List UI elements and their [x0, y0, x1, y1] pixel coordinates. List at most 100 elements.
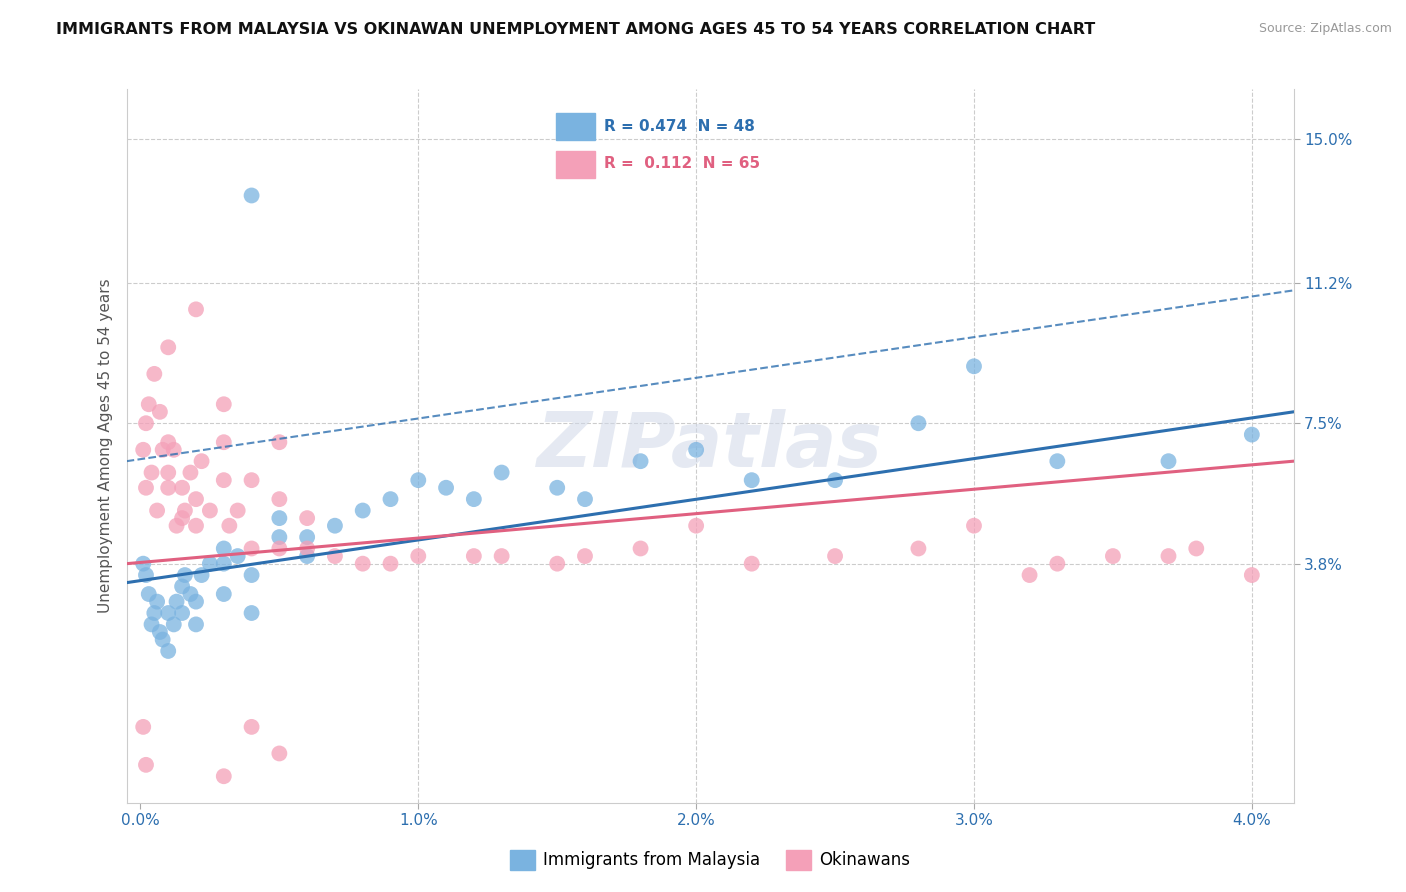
Point — [352, 557, 374, 571]
Point — [152, 442, 174, 457]
Point — [574, 492, 596, 507]
Point — [132, 557, 155, 571]
Point — [179, 466, 201, 480]
Point — [269, 541, 291, 556]
Point — [212, 587, 235, 601]
Point — [143, 606, 166, 620]
Point — [184, 492, 207, 507]
Point — [212, 557, 235, 571]
Point — [491, 466, 513, 480]
Point — [295, 549, 318, 563]
Point — [146, 594, 169, 608]
Point — [226, 549, 249, 563]
Point — [138, 397, 160, 411]
Point — [1157, 549, 1180, 563]
Point — [138, 587, 160, 601]
Point — [135, 416, 157, 430]
Point — [1240, 427, 1263, 442]
Point — [198, 557, 221, 571]
Point — [963, 518, 986, 533]
Point — [824, 473, 846, 487]
Point — [163, 617, 186, 632]
Point — [166, 594, 188, 608]
Point — [212, 397, 235, 411]
Point — [212, 473, 235, 487]
Point — [380, 557, 402, 571]
Text: Source: ZipAtlas.com: Source: ZipAtlas.com — [1258, 22, 1392, 36]
Point — [132, 442, 155, 457]
Point — [132, 720, 155, 734]
Point — [141, 466, 163, 480]
Point — [323, 549, 346, 563]
Point — [463, 492, 485, 507]
Point — [907, 541, 929, 556]
Point — [157, 644, 180, 658]
Point — [240, 473, 263, 487]
Point — [135, 481, 157, 495]
Point — [269, 530, 291, 544]
Point — [157, 481, 180, 495]
Point — [546, 557, 568, 571]
Point — [824, 549, 846, 563]
Point — [184, 518, 207, 533]
Point — [240, 541, 263, 556]
Point — [179, 587, 201, 601]
Point — [269, 747, 291, 761]
Point — [157, 606, 180, 620]
Point — [574, 549, 596, 563]
Point — [146, 503, 169, 517]
Point — [1046, 454, 1069, 468]
Point — [269, 492, 291, 507]
Point — [135, 757, 157, 772]
Point — [190, 454, 212, 468]
Point — [212, 541, 235, 556]
Point — [741, 473, 763, 487]
Legend: Immigrants from Malaysia, Okinawans: Immigrants from Malaysia, Okinawans — [503, 843, 917, 877]
Point — [630, 541, 652, 556]
Point — [546, 481, 568, 495]
Point — [240, 720, 263, 734]
Point — [1046, 557, 1069, 571]
Point — [295, 541, 318, 556]
Point — [434, 481, 457, 495]
Point — [380, 492, 402, 507]
Point — [269, 511, 291, 525]
Text: ZIPatlas: ZIPatlas — [537, 409, 883, 483]
Point — [198, 503, 221, 517]
Point — [172, 511, 194, 525]
Point — [408, 549, 430, 563]
Point — [152, 632, 174, 647]
Point — [352, 503, 374, 517]
Point — [141, 617, 163, 632]
Point — [157, 340, 180, 354]
Point — [240, 188, 263, 202]
Point — [143, 367, 166, 381]
Text: IMMIGRANTS FROM MALAYSIA VS OKINAWAN UNEMPLOYMENT AMONG AGES 45 TO 54 YEARS CORR: IMMIGRANTS FROM MALAYSIA VS OKINAWAN UNE… — [56, 22, 1095, 37]
Point — [685, 442, 707, 457]
Point — [323, 518, 346, 533]
Point — [1157, 454, 1180, 468]
Point — [963, 359, 986, 374]
Point — [269, 435, 291, 450]
Point — [1240, 568, 1263, 582]
Point — [240, 606, 263, 620]
Point — [240, 568, 263, 582]
Point — [463, 549, 485, 563]
Point — [491, 549, 513, 563]
Point — [166, 518, 188, 533]
Point — [157, 466, 180, 480]
Point — [149, 625, 172, 640]
Point — [408, 473, 430, 487]
Point — [190, 568, 212, 582]
Point — [630, 454, 652, 468]
Point — [172, 481, 194, 495]
Point — [1018, 568, 1040, 582]
Point — [172, 606, 194, 620]
Point — [149, 405, 172, 419]
Point — [226, 503, 249, 517]
Point — [163, 442, 186, 457]
Point — [212, 435, 235, 450]
Point — [218, 518, 240, 533]
Point — [295, 530, 318, 544]
Point — [212, 769, 235, 783]
